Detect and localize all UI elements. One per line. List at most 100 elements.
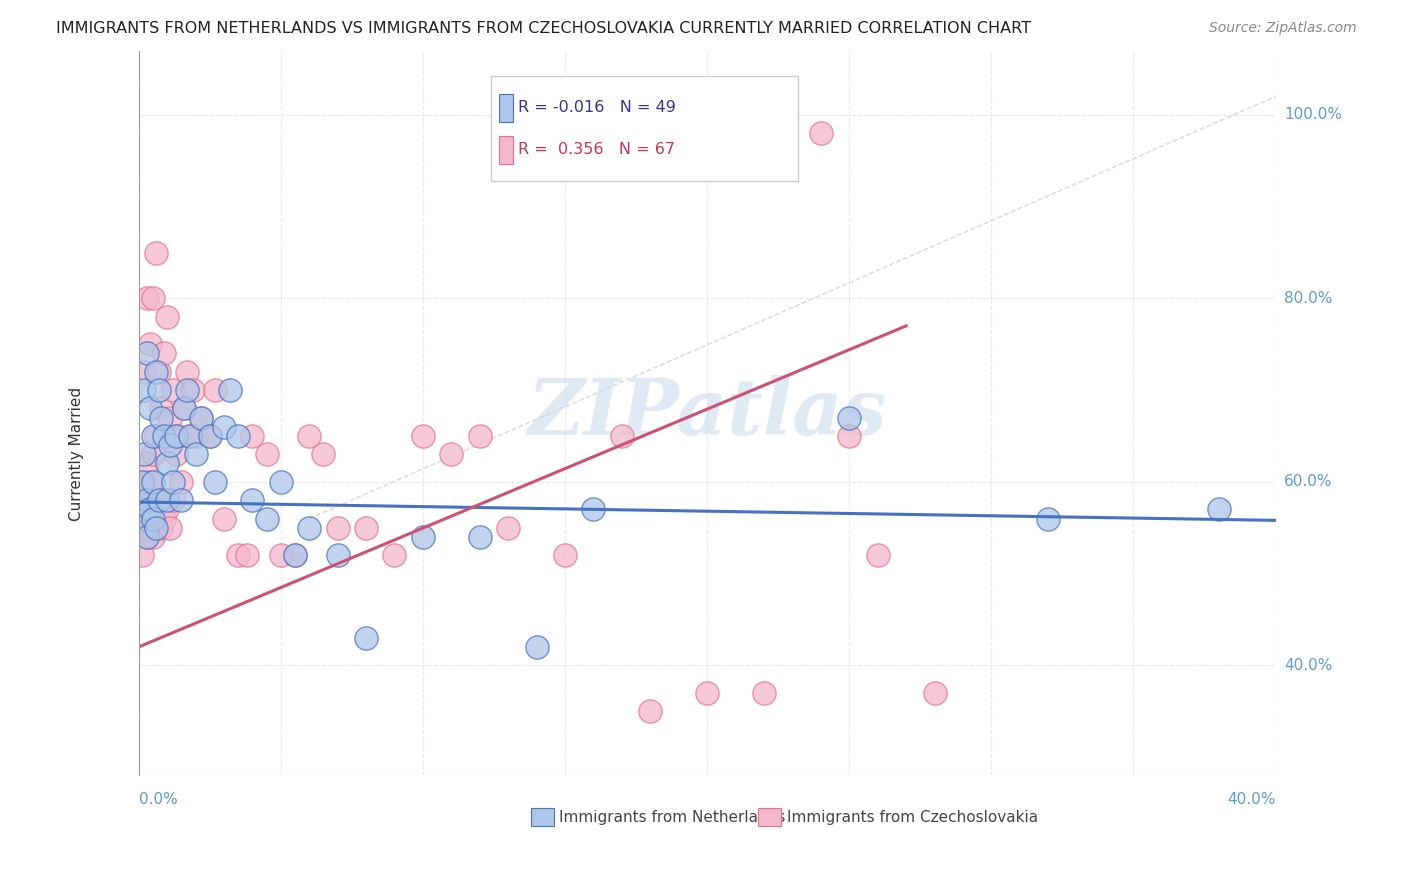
Text: 60.0%: 60.0% — [1284, 475, 1333, 490]
Point — [139, 521, 162, 535]
Point — [134, 365, 156, 379]
Point — [165, 429, 187, 443]
Point — [145, 365, 167, 379]
Point — [440, 447, 463, 461]
Text: Currently Married: Currently Married — [69, 387, 83, 522]
Point — [554, 548, 576, 562]
Point — [148, 493, 170, 508]
Point — [150, 521, 173, 535]
Text: 100.0%: 100.0% — [1284, 107, 1343, 122]
Point — [468, 530, 491, 544]
Point — [134, 475, 156, 489]
Point — [190, 410, 212, 425]
Point — [142, 429, 165, 443]
Point — [142, 475, 165, 489]
Text: 40.0%: 40.0% — [1227, 792, 1275, 807]
Point — [136, 530, 159, 544]
Point — [134, 511, 156, 525]
Text: ZIPatlas: ZIPatlas — [527, 375, 887, 451]
Point — [136, 291, 159, 305]
Point — [134, 447, 156, 461]
Point — [139, 502, 162, 516]
Point — [159, 438, 181, 452]
Point — [139, 401, 162, 416]
Point — [165, 447, 187, 461]
Point — [142, 530, 165, 544]
Point — [354, 631, 377, 645]
Point — [156, 310, 179, 324]
Point — [270, 475, 292, 489]
Point — [139, 475, 162, 489]
Bar — [531, 808, 554, 826]
Point — [198, 429, 221, 443]
Point — [838, 410, 860, 425]
Point — [326, 548, 349, 562]
Point — [384, 548, 406, 562]
Point — [159, 521, 181, 535]
Point — [176, 383, 198, 397]
Point — [838, 429, 860, 443]
Point — [162, 383, 184, 397]
Point — [1038, 511, 1060, 525]
Point — [134, 511, 156, 525]
Point — [610, 429, 633, 443]
Point — [136, 530, 159, 544]
Point — [184, 429, 207, 443]
Point — [131, 493, 153, 508]
Text: Source: ZipAtlas.com: Source: ZipAtlas.com — [1209, 21, 1357, 35]
Point — [162, 493, 184, 508]
Point — [212, 511, 235, 525]
Text: 0.0%: 0.0% — [139, 792, 177, 807]
Text: R = -0.016   N = 49: R = -0.016 N = 49 — [519, 101, 676, 115]
Point — [148, 493, 170, 508]
Point — [131, 475, 153, 489]
Point — [412, 530, 434, 544]
Bar — [499, 95, 513, 121]
Point — [184, 447, 207, 461]
Point — [190, 410, 212, 425]
Point — [131, 502, 153, 516]
Point — [298, 521, 321, 535]
Point — [256, 511, 278, 525]
Text: Immigrants from Czechoslovakia: Immigrants from Czechoslovakia — [787, 810, 1038, 825]
FancyBboxPatch shape — [491, 76, 799, 181]
Point — [136, 346, 159, 360]
Point — [240, 429, 263, 443]
Point — [204, 475, 226, 489]
Point — [526, 640, 548, 654]
Text: R =  0.356   N = 67: R = 0.356 N = 67 — [519, 143, 675, 158]
Point — [153, 511, 176, 525]
Point — [312, 447, 335, 461]
Point — [173, 401, 195, 416]
Point — [145, 429, 167, 443]
Point — [148, 365, 170, 379]
Point — [145, 521, 167, 535]
Point — [240, 493, 263, 508]
Point — [148, 383, 170, 397]
Point — [167, 429, 190, 443]
Bar — [499, 136, 513, 164]
Point — [179, 429, 201, 443]
Text: 80.0%: 80.0% — [1284, 291, 1333, 306]
Point — [198, 429, 221, 443]
Point — [156, 493, 179, 508]
Point — [150, 401, 173, 416]
Point — [1208, 502, 1230, 516]
Point — [162, 475, 184, 489]
Point — [181, 383, 204, 397]
Point — [496, 521, 519, 535]
Text: 40.0%: 40.0% — [1284, 657, 1333, 673]
Point — [170, 493, 193, 508]
Point — [145, 521, 167, 535]
Point — [204, 383, 226, 397]
Point — [326, 521, 349, 535]
Bar — [758, 808, 782, 826]
Point — [696, 686, 718, 700]
Point — [582, 502, 605, 516]
Point — [170, 475, 193, 489]
Point — [226, 429, 249, 443]
Point — [298, 429, 321, 443]
Point — [640, 704, 662, 718]
Point — [412, 429, 434, 443]
Point — [924, 686, 946, 700]
